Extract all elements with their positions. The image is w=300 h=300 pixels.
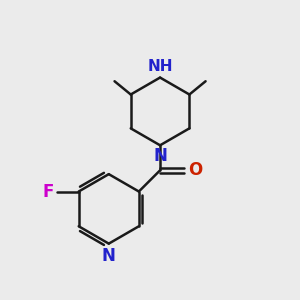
Text: N: N bbox=[154, 147, 168, 165]
Text: O: O bbox=[188, 161, 202, 179]
Text: NH: NH bbox=[147, 59, 173, 74]
Text: N: N bbox=[102, 247, 116, 265]
Text: F: F bbox=[42, 182, 54, 200]
